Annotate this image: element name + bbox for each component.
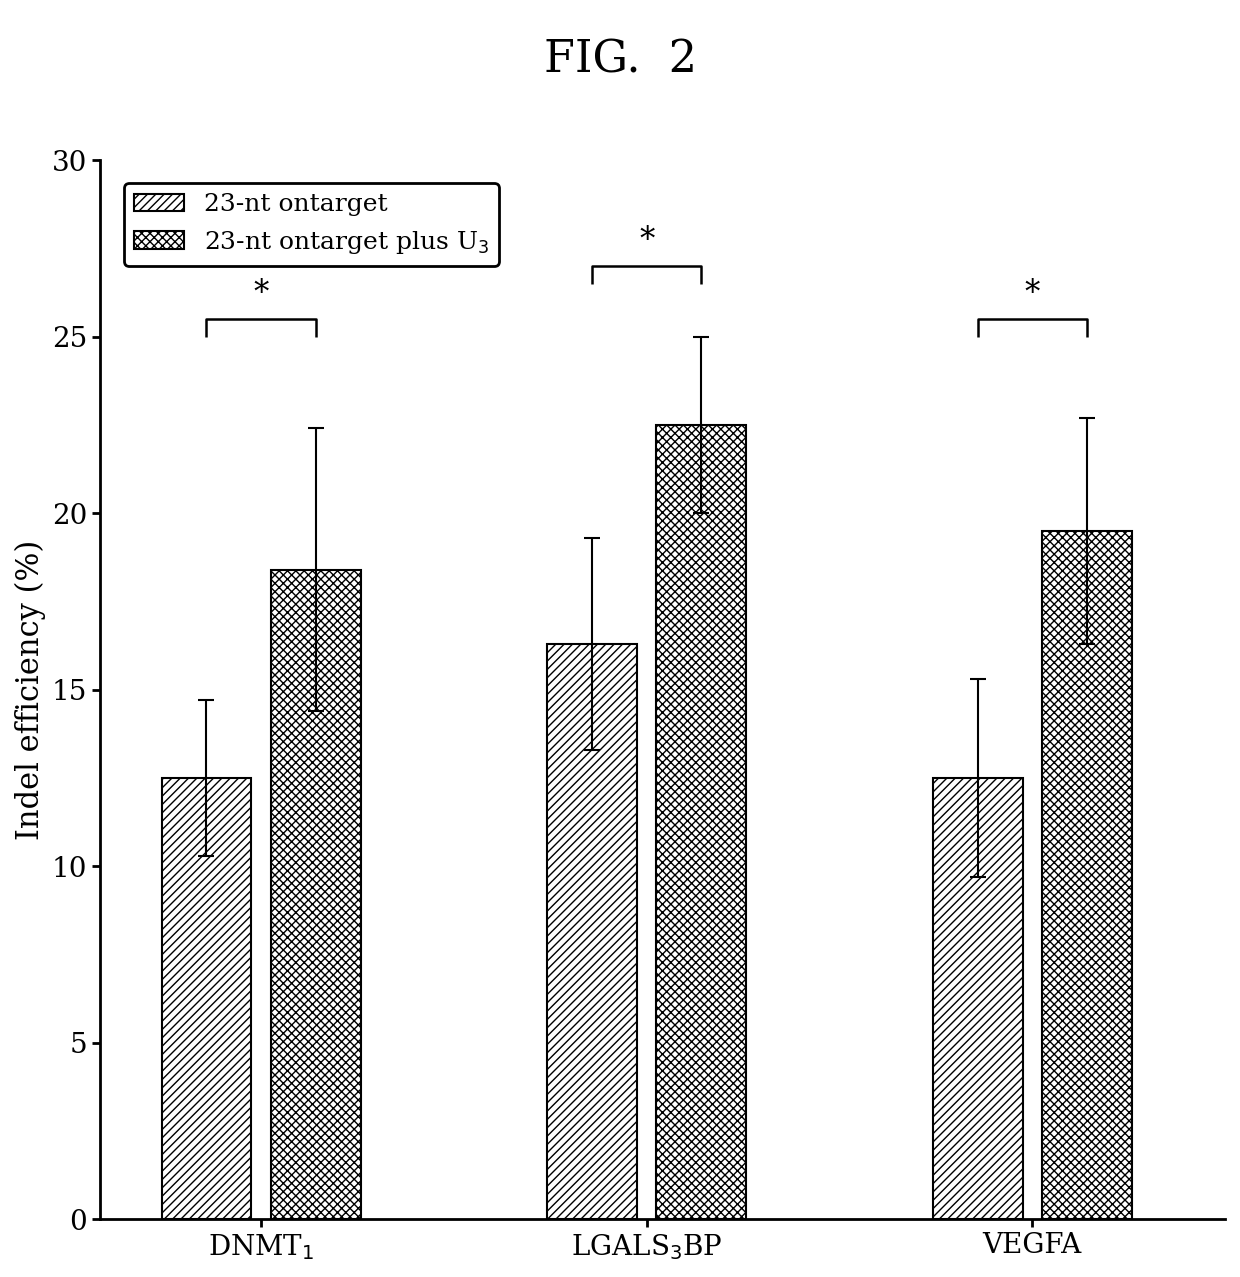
Legend: 23-nt ontarget, 23-nt ontarget plus U$_3$: 23-nt ontarget, 23-nt ontarget plus U$_3… — [124, 184, 500, 266]
Y-axis label: Indel efficiency (%): Indel efficiency (%) — [15, 539, 46, 840]
Text: *: * — [639, 225, 655, 255]
Bar — [270, 570, 361, 1220]
Bar — [547, 644, 637, 1220]
Bar — [161, 778, 252, 1220]
Bar — [1042, 531, 1132, 1220]
Text: *: * — [253, 277, 269, 309]
Bar — [656, 425, 746, 1220]
Text: *: * — [1024, 277, 1040, 309]
Text: FIG.  2: FIG. 2 — [543, 38, 697, 82]
Bar — [932, 778, 1023, 1220]
